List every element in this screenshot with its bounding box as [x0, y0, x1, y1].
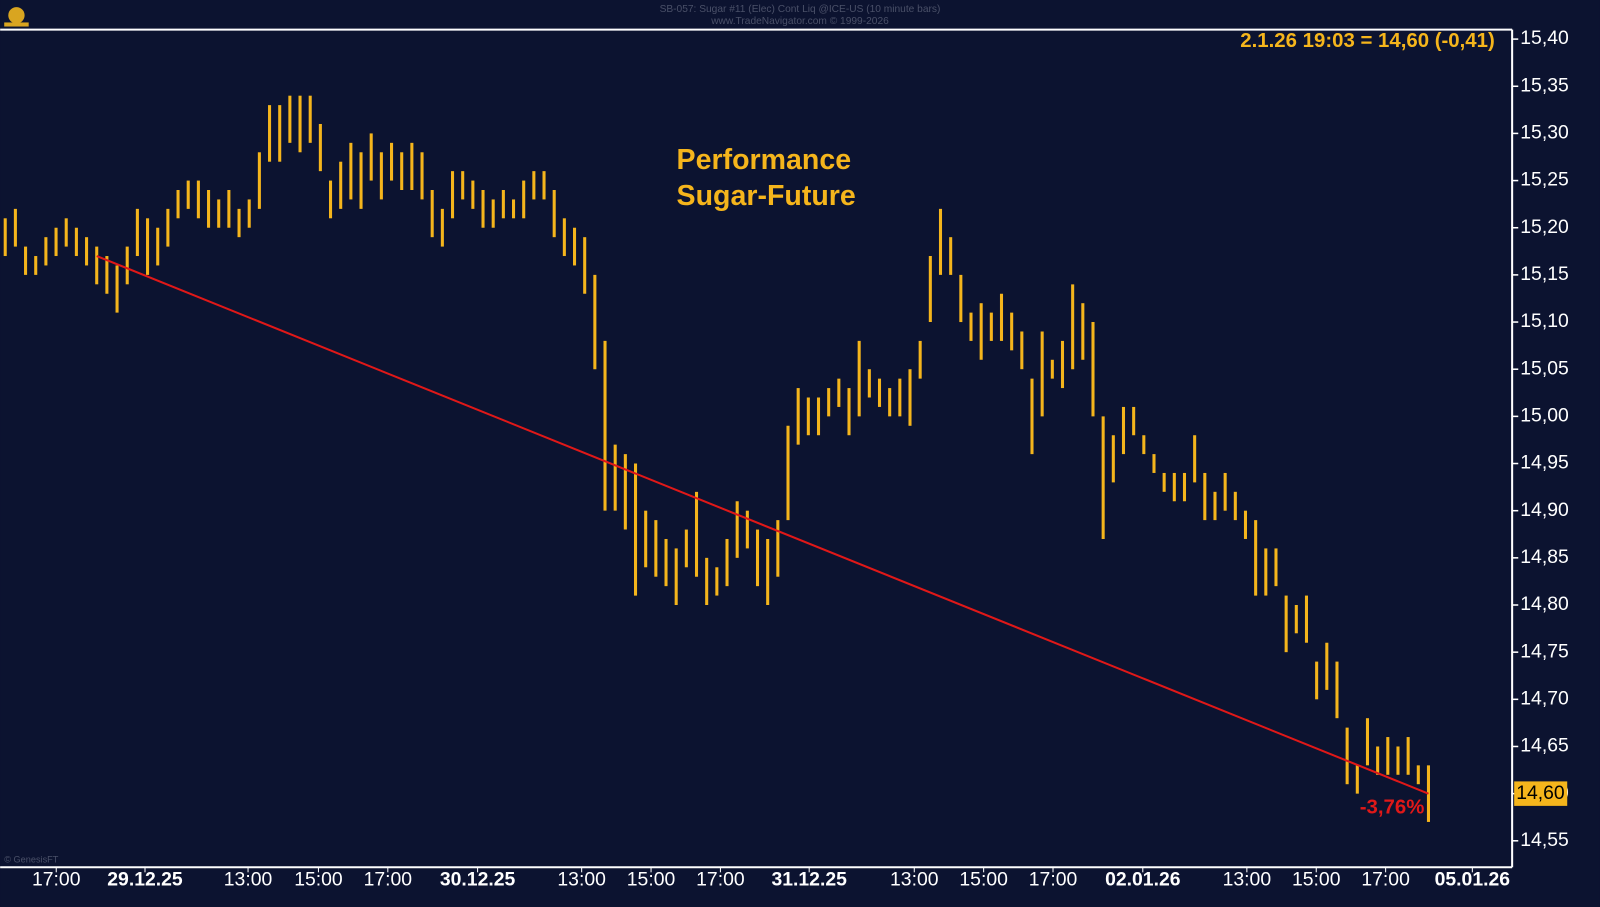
x-tick-label: 17:00	[696, 869, 745, 891]
logo	[4, 7, 29, 27]
header: SB-057: Sugar #11 (Elec) Cont Liq @ICE-U…	[660, 4, 941, 15]
y-tick-label: 15,10	[1520, 310, 1569, 332]
x-tick-label: 13:00	[890, 869, 939, 891]
x-tick-label: 15:00	[959, 869, 1008, 891]
x-tick-label: 02.01.26	[1105, 869, 1181, 891]
x-tick-label: 13:00	[557, 869, 606, 891]
y-tick-label: 15,35	[1520, 74, 1569, 96]
x-tick-label: 13:00	[224, 869, 273, 891]
y-tick-label: 15,15	[1520, 263, 1569, 285]
last-price-label: 14,60	[1516, 782, 1565, 804]
x-tick-label: 15:00	[627, 869, 676, 891]
trendline	[96, 255, 1429, 795]
y-tick-label: 14,80	[1520, 593, 1569, 615]
y-tick-label: 14,70	[1520, 687, 1569, 709]
x-tick-label: 17:00	[1029, 869, 1078, 891]
x-tick-label: 30.12.25	[440, 869, 516, 891]
x-tick-label: 31.12.25	[771, 869, 847, 891]
y-tick-label: 15,00	[1520, 404, 1569, 426]
annotation: Performance Sugar-Future	[677, 144, 856, 212]
x-tick-label: 17:00	[32, 869, 81, 891]
quote: 2.1.26 19:03 = 14,60 (-0,41)	[1240, 30, 1495, 52]
x-tick-label: 05.01.26	[1435, 869, 1511, 891]
x-tick-label: 29.12.25	[107, 869, 183, 891]
change-label: -3,76%	[1360, 796, 1425, 818]
last-price-box	[1514, 781, 1568, 806]
y-tick-label: 15,20	[1520, 216, 1569, 238]
x-tick-label: 15:00	[1292, 869, 1341, 891]
y-tick-label: 14,65	[1520, 735, 1569, 757]
footer: © GenesisFT	[4, 854, 59, 864]
y-tick-label: 15,05	[1520, 357, 1569, 379]
y-tick-label: 15,30	[1520, 122, 1569, 144]
y-tick-label: 15,40	[1520, 27, 1569, 49]
y-tick-label: 14,85	[1520, 546, 1569, 568]
y-tick-label: 15,25	[1520, 169, 1569, 191]
x-tick-label: 17:00	[1361, 869, 1410, 891]
source: www.TradeNavigator.com © 1999-2026	[710, 16, 889, 27]
x-tick-label: 13:00	[1223, 869, 1272, 891]
y-tick-label: 14,75	[1520, 640, 1569, 662]
y-tick-label: 14,95	[1520, 452, 1569, 474]
x-tick-label: 15:00	[294, 869, 343, 891]
x-tick-label: 17:00	[364, 869, 413, 891]
y-tick-label: 14,90	[1520, 499, 1569, 521]
y-tick-label: 14,55	[1520, 829, 1569, 851]
